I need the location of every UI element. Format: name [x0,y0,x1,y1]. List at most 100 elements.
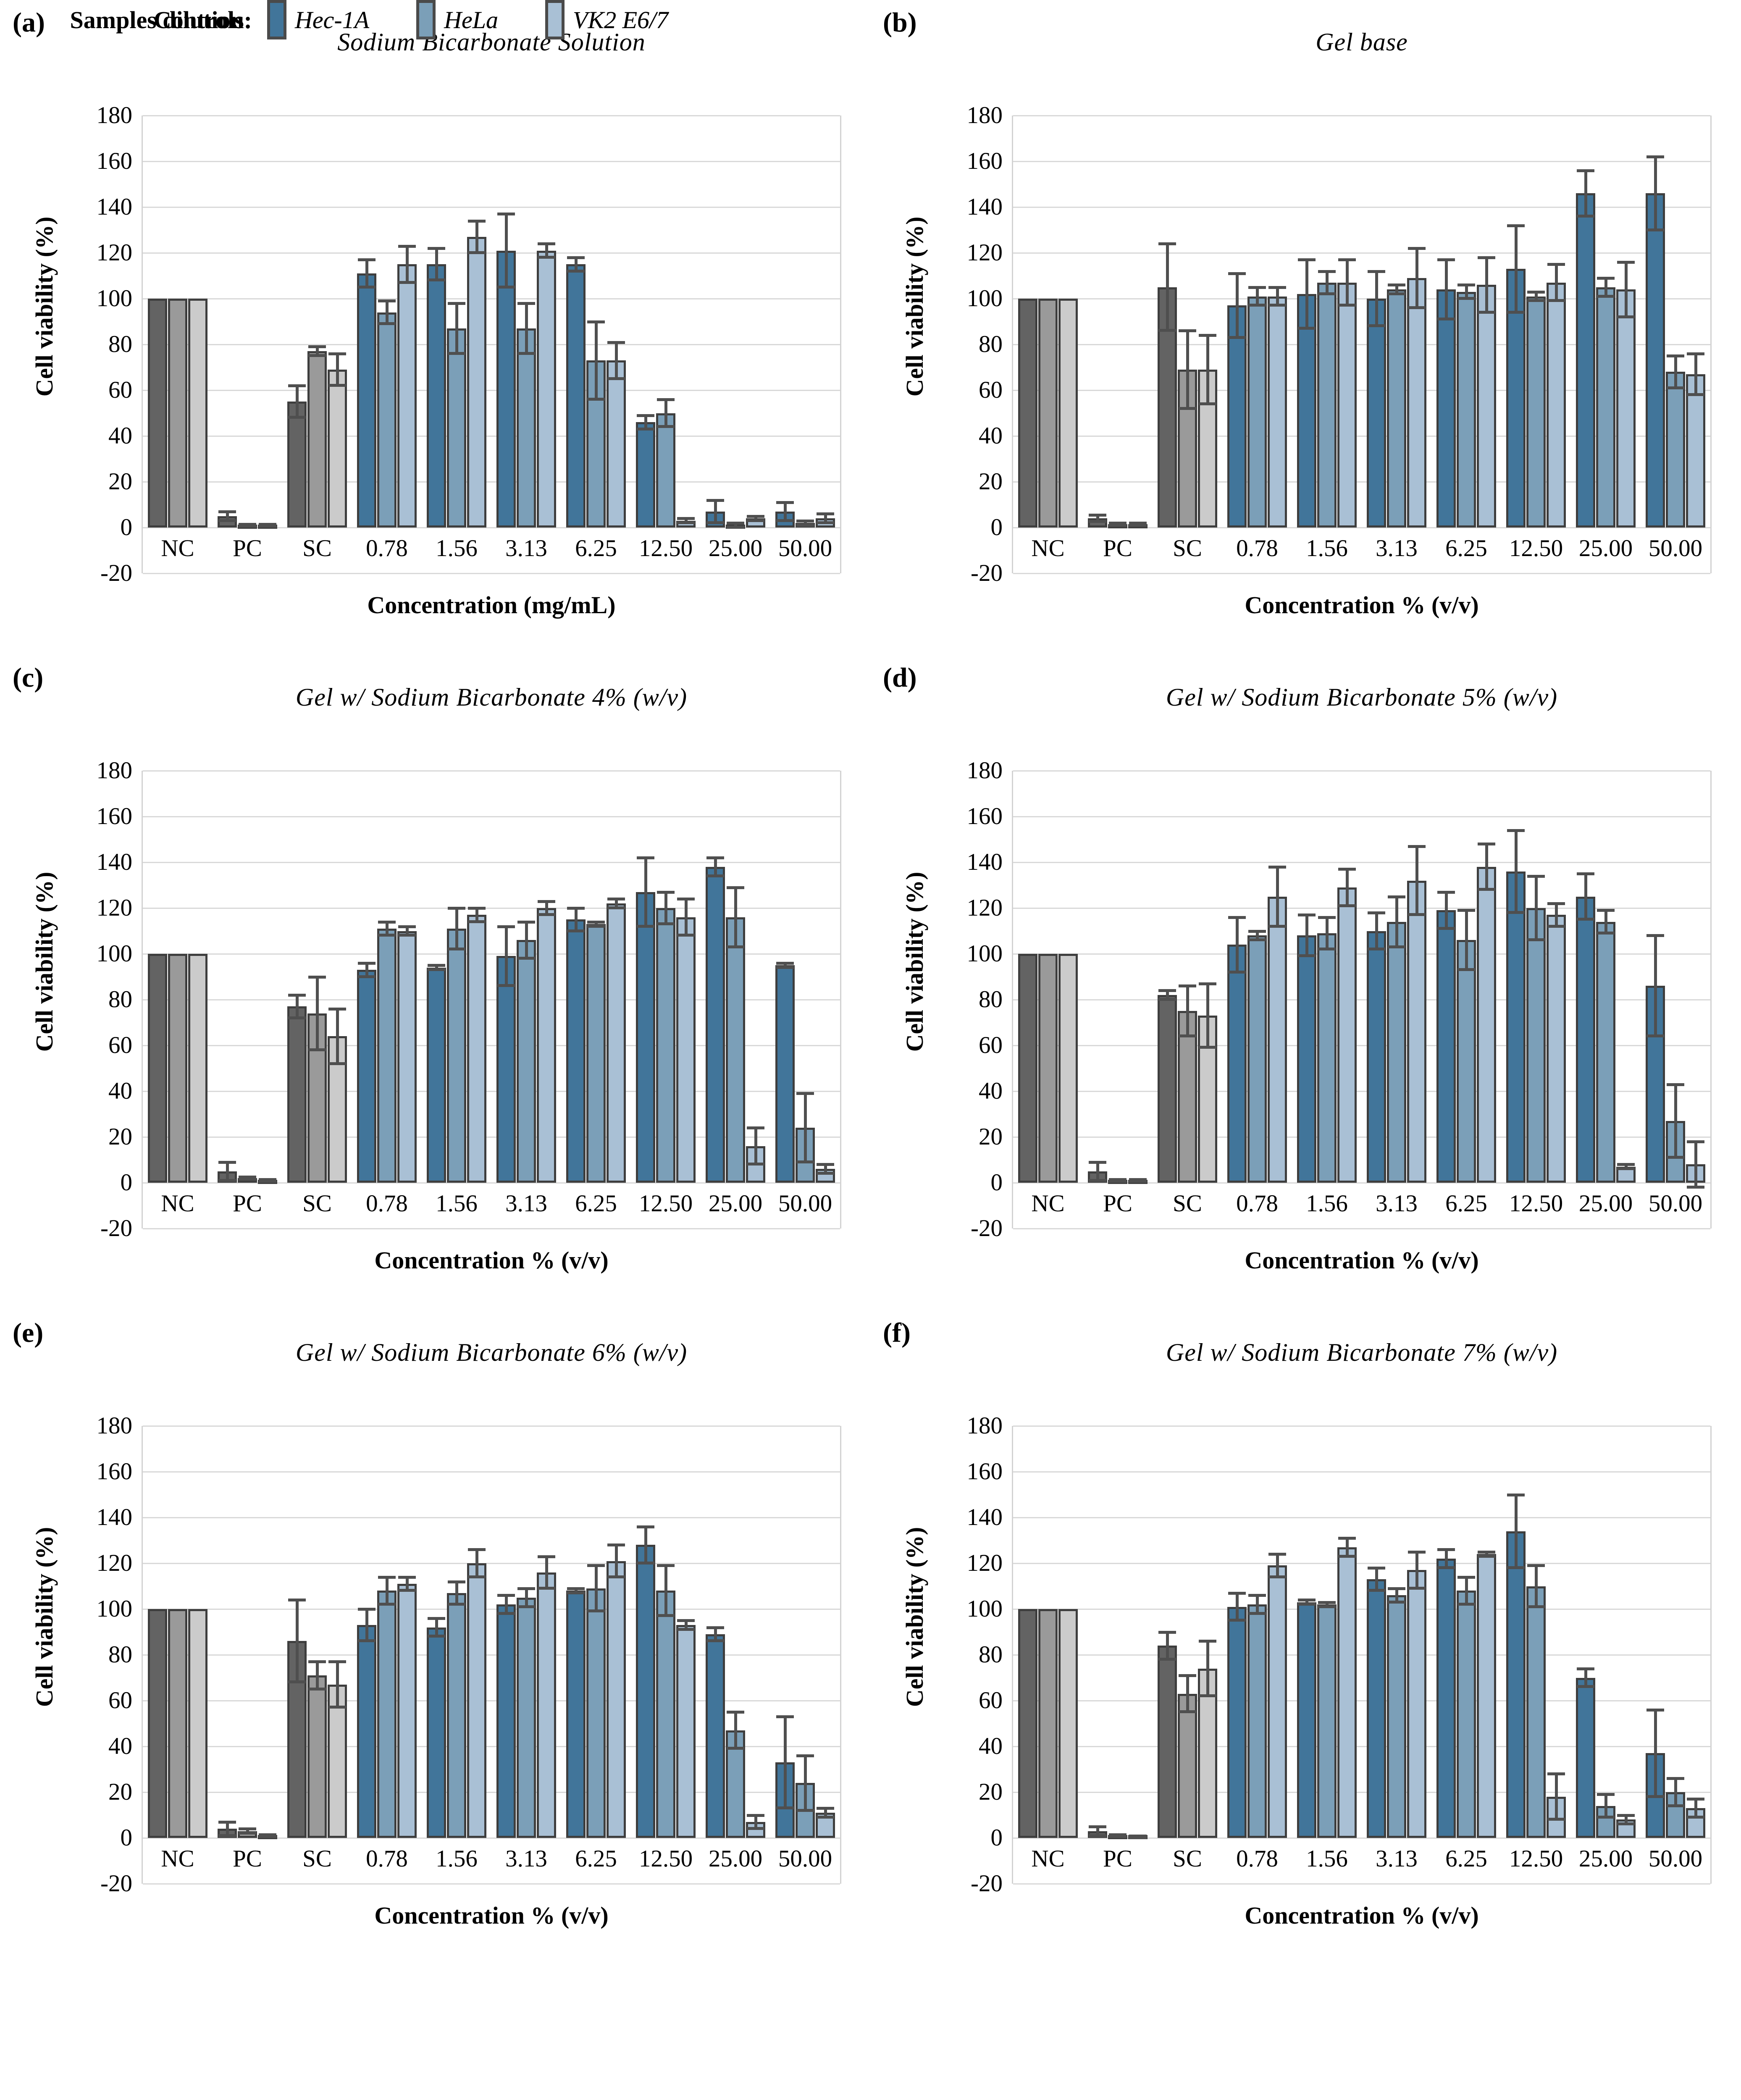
error-bar-cap-bottom-Hec-1A-6.25 [567,929,585,932]
y-tick-160: 160 [96,803,133,830]
error-bar-cap-bottom-Hec-1A-3.13 [497,984,515,987]
error-bar-cap-top-HeLa-3.13 [517,920,535,924]
x-tick-NC: NC [1031,1190,1065,1217]
error-bar-stem-HeLa-50.00 [804,1755,807,1811]
x-tick-1.56: 1.56 [1306,1845,1348,1872]
error-bar-stem-VK2 E6/7-SC [1206,1641,1209,1696]
gridline-100 [143,1608,840,1610]
error-bar-cap-top-HeLa-50.00 [796,519,814,522]
bar-HeLa-25.00 [1596,287,1615,528]
error-bar-cap-top-VK2 E6/7-50.00 [1687,1140,1704,1143]
y-tick--20: -20 [100,1215,132,1242]
y-tick-160: 160 [96,148,133,174]
x-tick-3.13: 3.13 [505,535,547,562]
error-bar-stem-Hec-1A-0.78 [365,963,368,977]
error-bar-cap-top-VK2 E6/7-SC [1199,1640,1216,1643]
error-bar-cap-top-HeLa-1.56 [448,907,465,910]
error-bar-cap-top-Hec-1A-1.56 [1298,1599,1316,1602]
bar-HeLa-1.56 [447,328,466,528]
bar-Hec-1A-SC [1158,1646,1177,1838]
error-bar-cap-bottom-HeLa-25.00 [727,526,744,529]
bar-VK2 E6/7-12.50 [676,1625,696,1838]
gridline-180 [1013,770,1710,772]
error-bar-stem-VK2 E6/7-50.00 [824,514,827,523]
bar-VK2 E6/7-6.25 [607,360,626,528]
y-tick-60: 60 [979,377,1003,403]
error-bar-cap-top-VK2 E6/7-25.00 [1617,1163,1635,1166]
error-bar-stem-VK2 E6/7-0.78 [405,246,409,283]
gridline-40 [1013,1090,1710,1092]
bar-HeLa-NC [168,954,187,1183]
error-bar-cap-bottom-VK2 E6/7-12.50 [677,934,695,937]
error-bar-stem-HeLa-SC [1186,331,1189,409]
x-tick-PC: PC [233,1190,262,1217]
y-tick--20: -20 [100,560,132,586]
bar-HeLa-0.78 [1247,296,1267,528]
y-tick-80: 80 [108,986,132,1013]
error-bar-stem-HeLa-25.00 [1604,1794,1607,1817]
error-bar-cap-bottom-VK2 E6/7-3.13 [1408,1586,1426,1590]
error-bar-cap-top-HeLa-PC [1109,522,1127,525]
error-bar-stem-Hec-1A-12.50 [644,1526,647,1563]
y-tick--20: -20 [971,1870,1003,1897]
bar-HeLa-6.25 [1457,291,1476,528]
error-bar-cap-top-Hec-1A-3.13 [1368,911,1385,914]
error-bar-cap-bottom-HeLa-3.13 [517,352,535,355]
error-bar-stem-Hec-1A-6.25 [574,1588,578,1593]
error-bar-stem-VK2 E6/7-1.56 [475,1549,478,1577]
bar-Hec-1A-6.25 [566,1591,586,1838]
error-bar-stem-VK2 E6/7-12.50 [1555,903,1558,927]
error-bar-cap-top-Hec-1A-12.50 [1507,829,1525,832]
error-bar-stem-Hec-1A-1.56 [1305,1600,1308,1605]
error-bar-cap-top-VK2 E6/7-PC [1129,522,1147,525]
error-bar-cap-top-HeLa-SC [1179,329,1196,333]
y-tick-100: 100 [96,285,133,312]
gridline-0 [1013,527,1710,528]
error-bar-cap-bottom-VK2 E6/7-PC [259,1835,276,1838]
error-bar-cap-top-VK2 E6/7-0.78 [398,925,416,928]
y-tick-160: 160 [966,803,1003,830]
error-bar-stem-HeLa-0.78 [385,301,389,324]
error-bar-cap-bottom-Hec-1A-PC [1089,1179,1106,1182]
error-bar-cap-bottom-VK2 E6/7-SC [1199,1046,1216,1049]
error-bar-cap-top-HeLa-1.56 [1318,916,1336,919]
bar-VK2 E6/7-3.13 [537,1572,556,1838]
error-bar-cap-bottom-HeLa-6.25 [1457,297,1475,300]
error-bar-cap-bottom-HeLa-3.13 [517,956,535,960]
error-bar-cap-top-VK2 E6/7-12.50 [677,1619,695,1622]
gridline-160 [143,816,840,817]
error-bar-stem-HeLa-SC [315,346,319,356]
error-bar-cap-top-VK2 E6/7-12.50 [677,898,695,901]
gridline-160 [143,1471,840,1473]
error-bar-cap-top-Hec-1A-PC [218,510,236,513]
error-bar-cap-top-VK2 E6/7-PC [1129,1834,1147,1838]
error-bar-stem-Hec-1A-1.56 [1305,260,1308,328]
error-bar-cap-bottom-Hec-1A-0.78 [358,285,376,289]
error-bar-cap-top-Hec-1A-1.56 [428,247,445,250]
bar-Hec-1A-0.78 [1227,945,1247,1183]
x-tick-12.50: 12.50 [638,1190,693,1217]
y-tick-160: 160 [96,1458,133,1485]
error-bar-stem-Hec-1A-3.13 [504,214,508,287]
bar-HeLa-0.78 [377,929,397,1183]
error-bar-cap-top-HeLa-0.78 [378,920,396,924]
bar-HeLa-SC [1178,1693,1197,1838]
error-bar-cap-top-VK2 E6/7-50.00 [817,512,834,516]
error-bar-cap-bottom-HeLa-6.25 [587,924,605,928]
error-bar-cap-top-HeLa-25.00 [1597,909,1615,912]
error-bar-cap-top-Hec-1A-SC [288,994,306,997]
bar-Hec-1A-0.78 [1227,1606,1247,1838]
gridline-120 [143,907,840,909]
error-bar-cap-bottom-HeLa-SC [1179,407,1196,410]
bar-Hec-1A-1.56 [427,264,446,528]
bar-HeLa-25.00 [726,917,745,1183]
y-tick-0: 0 [990,514,1003,541]
y-tick-100: 100 [966,940,1003,967]
error-bar-cap-bottom-Hec-1A-12.50 [637,1562,654,1564]
error-bar-cap-top-HeLa-SC [308,345,326,349]
y-tick-20: 20 [979,1779,1003,1805]
error-bar-cap-top-VK2 E6/7-PC [1129,1178,1147,1181]
bar-VK2 E6/7-NC [188,1609,207,1838]
gridline-80 [1013,999,1710,1000]
error-bar-stem-VK2 E6/7-25.00 [1624,1815,1628,1824]
